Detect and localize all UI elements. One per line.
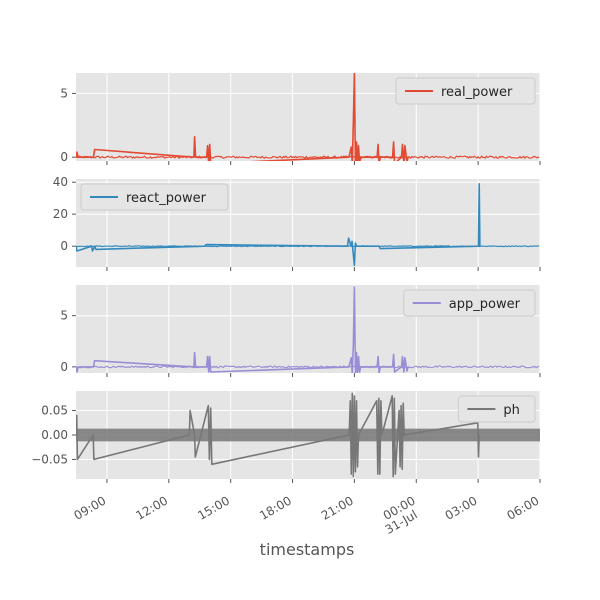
- series-group-app_power: [76, 286, 540, 373]
- x-tick-label: 06:00: [505, 493, 542, 522]
- y-tick-label: 20: [53, 207, 68, 221]
- series-group-react_power: [76, 183, 540, 267]
- series-line-ph: [76, 392, 480, 478]
- y-tick-label: 5: [60, 309, 68, 323]
- x-tick-label: 12:00: [133, 493, 170, 522]
- y-tick-label: 0: [60, 360, 68, 374]
- legend-label: ph: [503, 403, 520, 418]
- series-group-ph: [76, 392, 540, 478]
- legend-real_power: real_power: [395, 77, 536, 105]
- legend-app_power: app_power: [403, 289, 536, 317]
- series-line-react_power: [76, 183, 481, 267]
- series-line-real_power: [76, 73, 409, 161]
- x-tick-label: 15:00: [195, 493, 232, 522]
- series-group-real_power: [76, 73, 540, 161]
- y-tick-label: 0: [60, 239, 68, 253]
- legend-box: [457, 395, 536, 423]
- legend-label: app_power: [449, 297, 521, 312]
- series-line-app_power: [76, 286, 409, 373]
- y-tick-label: 5: [60, 86, 68, 100]
- legend-box: [403, 289, 536, 317]
- legend-box: [395, 77, 536, 105]
- legend-ph: ph: [457, 395, 536, 423]
- series-noise-band-ph: [76, 428, 540, 442]
- x-tick-label: 18:00: [257, 493, 294, 522]
- series-baseline-app_power: [76, 365, 540, 369]
- series-baseline-real_power: [76, 155, 540, 160]
- legend-react_power: react_power: [80, 183, 229, 211]
- y-tick-label: 0.05: [41, 404, 68, 418]
- y-tick-label: −0.05: [31, 452, 68, 466]
- legend-box: [80, 183, 229, 211]
- y-tick-label: 40: [53, 175, 68, 189]
- x-axis-label: timestamps: [260, 540, 355, 559]
- legend-label: real_power: [441, 85, 513, 100]
- legend-label: react_power: [126, 191, 207, 206]
- x-tick-label: 21:00: [319, 493, 356, 522]
- x-tick-label: 09:00: [71, 493, 108, 522]
- y-tick-label: 0.00: [41, 428, 68, 442]
- y-tick-label: 0: [60, 150, 68, 164]
- x-tick-label: 03:00: [443, 493, 480, 522]
